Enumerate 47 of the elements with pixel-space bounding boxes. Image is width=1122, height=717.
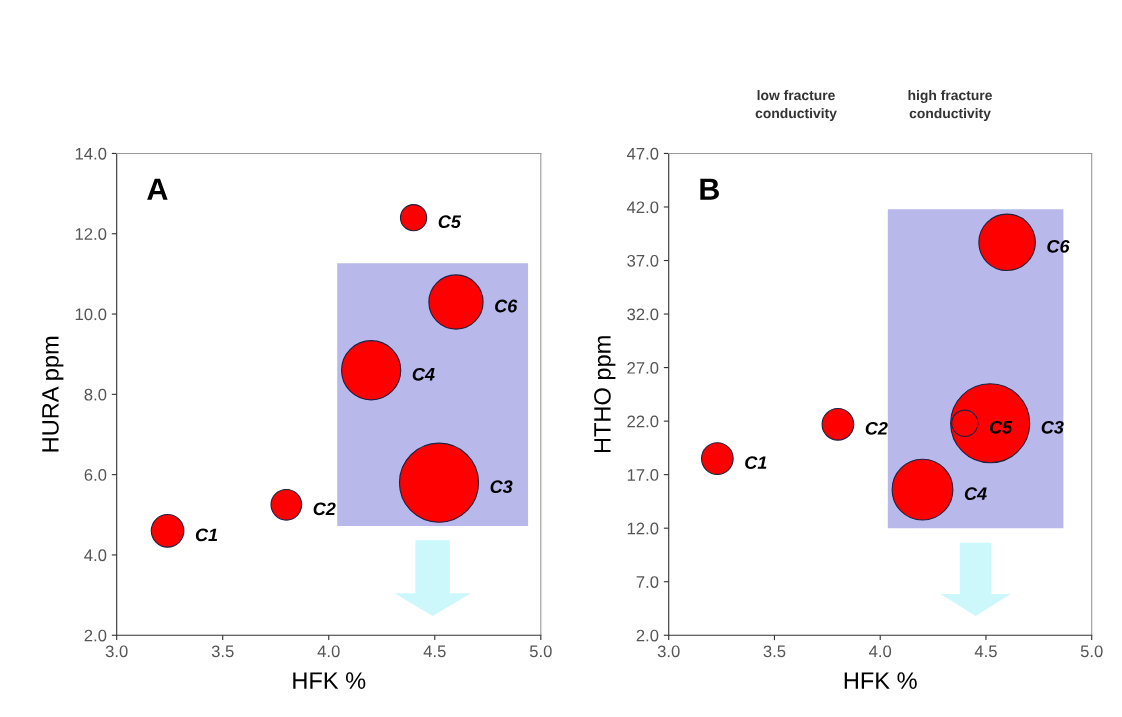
annotation: C2 — [313, 502, 336, 516]
x-tick-label: 3.0 — [657, 645, 680, 658]
annotation: C5 — [989, 420, 1013, 434]
y-tick-label: 14.0 — [75, 147, 107, 160]
y-tick-label: 10.0 — [75, 308, 107, 321]
y-axis-title: HTHO ppm — [594, 336, 616, 453]
x-axis-title: HFK % — [293, 672, 366, 689]
x-tick-label: 4.5 — [423, 645, 446, 658]
y-tick-label: 12.0 — [75, 228, 107, 240]
annotation: C1 — [195, 528, 218, 542]
y-tick-label: 6.0 — [84, 469, 107, 481]
y-tick-label: 4.0 — [84, 549, 107, 562]
annotation: C3 — [490, 480, 513, 494]
y-tick-label: 8.0 — [84, 388, 107, 401]
x-tick-label: 4.0 — [317, 645, 340, 658]
x-axis-title: HFK % — [844, 672, 917, 689]
y-axis-title: HURA ppm — [42, 336, 64, 452]
x-tick-label: 4.5 — [974, 645, 997, 658]
annotation: C6 — [1047, 239, 1070, 253]
text: high fracture conductivity — [908, 90, 992, 121]
x-tick-label: 5.0 — [529, 645, 552, 658]
x-tick-label: 5.0 — [1080, 645, 1103, 658]
annotation: C4 — [964, 487, 987, 501]
annotation: C6 — [495, 299, 518, 313]
y-tick-label: 22.0 — [627, 415, 659, 428]
y-tick-label: 47.0 — [626, 147, 659, 160]
y-tick-label: 2.0 — [84, 629, 107, 642]
y-tick-label: 2.0 — [636, 629, 659, 642]
y-tick-label: 7.0 — [636, 576, 659, 588]
y-tick-label: 12.0 — [627, 522, 659, 535]
text: B — [700, 178, 719, 200]
x-tick-label: 3.0 — [105, 645, 128, 658]
x-tick-label: 3.5 — [763, 645, 786, 658]
annotation: C2 — [865, 421, 888, 435]
y-tick-label: 32.0 — [627, 308, 659, 321]
annotation: C5 — [438, 215, 462, 229]
text: A — [147, 178, 168, 200]
annotation: C1 — [745, 456, 767, 469]
y-tick-label: 17.0 — [627, 469, 659, 481]
x-tick-label: 3.5 — [211, 645, 234, 658]
annotation: C3 — [1041, 420, 1064, 434]
x-tick-label: 4.0 — [869, 645, 892, 658]
text: low fracture conductivity — [755, 90, 837, 121]
y-tick-label: 42.0 — [626, 201, 659, 214]
y-tick-label: 27.0 — [627, 361, 659, 374]
y-tick-label: 37.0 — [627, 254, 659, 267]
annotation: C4 — [412, 367, 435, 381]
